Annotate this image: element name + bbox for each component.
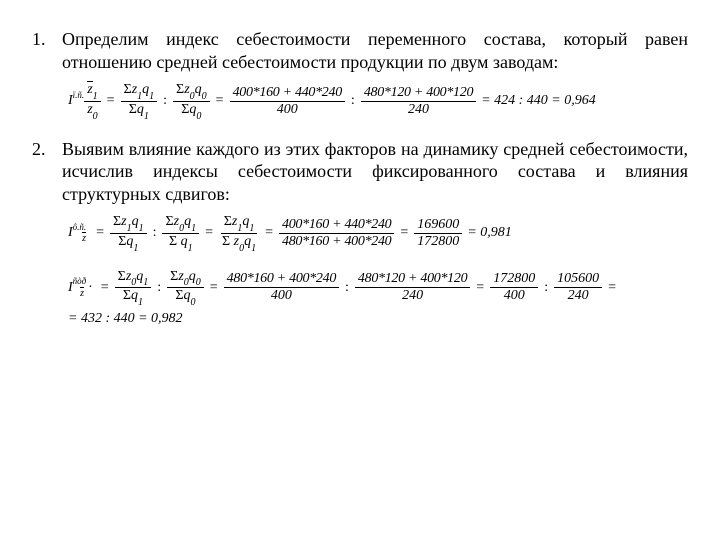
- list-number-2: 2.: [32, 138, 62, 206]
- formula-3-continuation: = 432 : 440 = 0,982: [68, 310, 688, 328]
- formula-3: Iñòð z · = Σz0q1 Σq1 : Σz0q0 Σq0 = 480*1…: [68, 270, 688, 307]
- f1-num1-top: 400*160 + 440*240: [230, 86, 345, 102]
- formula-2: Iô.ñ. z = Σz1q1 Σq1 : Σz0q1 Σ q1 = Σz1q1…: [68, 215, 688, 252]
- f3-num2-bot: 240: [399, 288, 426, 303]
- f2-res-top: 169600: [414, 218, 462, 234]
- paragraph-1-text: Определим индекс себестоимости переменно…: [62, 28, 688, 73]
- f2-sup: ô.ñ.: [73, 223, 87, 232]
- list-number-1: 1.: [32, 28, 62, 73]
- formula-1: Iï.ñ. z1 z0 = Σz1q1 Σq1 : Σz0q0 Σq0 = 40…: [68, 83, 688, 120]
- index-superscript: ï.ñ.: [73, 91, 85, 100]
- f3-r2-bot: 240: [565, 288, 592, 303]
- f2-num-top: 400*160 + 440*240: [279, 218, 394, 234]
- f3-r1-bot: 400: [501, 288, 528, 303]
- page: 1. Определим индекс себестоимости переме…: [0, 0, 720, 346]
- f3-num2-top: 480*120 + 400*120: [355, 272, 470, 288]
- paragraph-1: 1. Определим индекс себестоимости переме…: [32, 28, 688, 73]
- f1-result: 424 : 440 = 0,964: [494, 94, 596, 108]
- f3-num1-top: 480*160 + 400*240: [224, 272, 339, 288]
- f2-sub: z: [82, 234, 86, 244]
- paragraph-2: 2. Выявим влияние каждого из этих фактор…: [32, 138, 688, 206]
- f1-num2-bot: 240: [405, 102, 432, 117]
- f2-result: 0,981: [480, 226, 512, 240]
- f3-sup: ñòð: [73, 277, 87, 286]
- f3-num1-bot: 400: [268, 288, 295, 303]
- f1-num1-bot: 400: [274, 102, 301, 117]
- paragraph-2-text: Выявим влияние каждого из этих факторов …: [62, 138, 688, 206]
- f2-num-bot: 480*160 + 400*240: [279, 234, 394, 249]
- f2-res-bot: 172800: [414, 234, 462, 249]
- f3-r2-top: 105600: [554, 272, 602, 288]
- f3-sub: z: [80, 289, 84, 299]
- f3-r1-top: 172800: [490, 272, 538, 288]
- f1-num2-top: 480*120 + 400*120: [361, 86, 476, 102]
